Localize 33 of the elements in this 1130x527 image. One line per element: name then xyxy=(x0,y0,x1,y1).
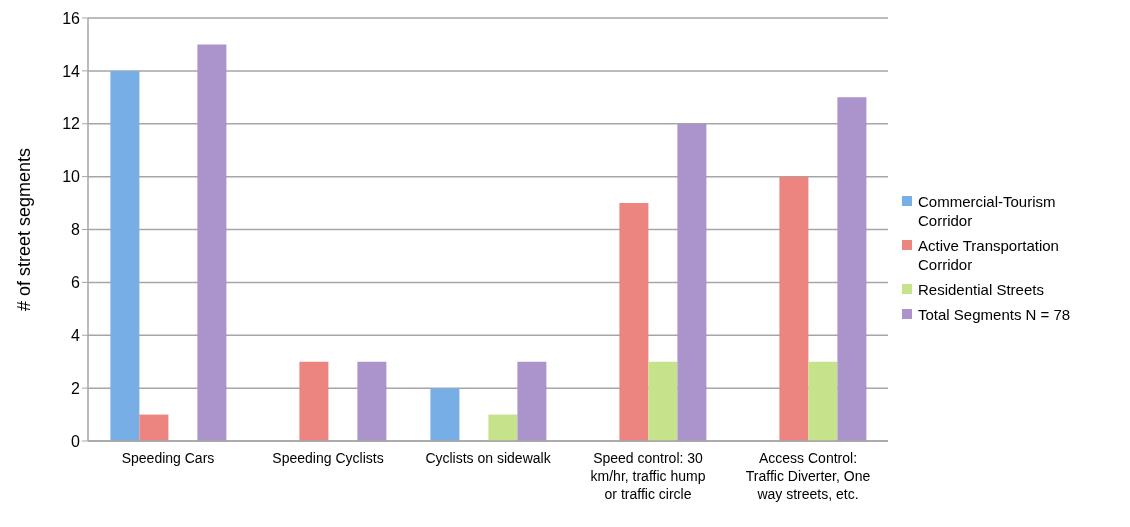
legend-label: Active Transportation Corridor xyxy=(918,235,1060,274)
legend-label: Commercial-Tourism Corridor xyxy=(918,191,1057,230)
bar xyxy=(677,123,707,441)
x-tick-label: Speeding Cars xyxy=(121,450,215,466)
bar xyxy=(517,361,547,441)
x-tick-label: Speed control: 30 km/hr, traffic hump or traffic circle xyxy=(590,450,706,502)
y-tick-label: 12 xyxy=(62,115,81,133)
bar xyxy=(619,203,649,441)
bar xyxy=(648,361,678,441)
y-tick-label: 0 xyxy=(71,432,81,450)
legend-label: Total Segments N = 78 xyxy=(918,304,1072,324)
bar xyxy=(197,44,227,441)
bar xyxy=(299,361,329,441)
y-tick-label: 16 xyxy=(62,9,81,27)
y-tick-label: 8 xyxy=(71,221,81,239)
bar xyxy=(110,70,140,441)
y-tick-label: 6 xyxy=(71,274,81,292)
y-tick-label: 4 xyxy=(71,326,81,344)
x-tick-label: Cyclists on sidewalk xyxy=(425,450,552,466)
bar xyxy=(430,388,460,441)
bar xyxy=(139,414,169,441)
x-tick-label: Speeding Cyclists xyxy=(272,450,384,466)
y-axis-title: # of street segments xyxy=(14,147,35,312)
bar xyxy=(357,361,387,441)
bar xyxy=(808,361,838,441)
bar xyxy=(837,97,867,441)
bar xyxy=(488,414,518,441)
y-tick-label: 14 xyxy=(62,62,81,80)
legend-label: Residential Streets xyxy=(918,279,1045,299)
y-tick-label: 2 xyxy=(71,379,81,397)
x-tick-label: Access Control: Traffic Diverter, One way streets, etc. xyxy=(745,450,871,502)
y-tick-label: 10 xyxy=(62,168,81,186)
bar xyxy=(779,176,809,441)
